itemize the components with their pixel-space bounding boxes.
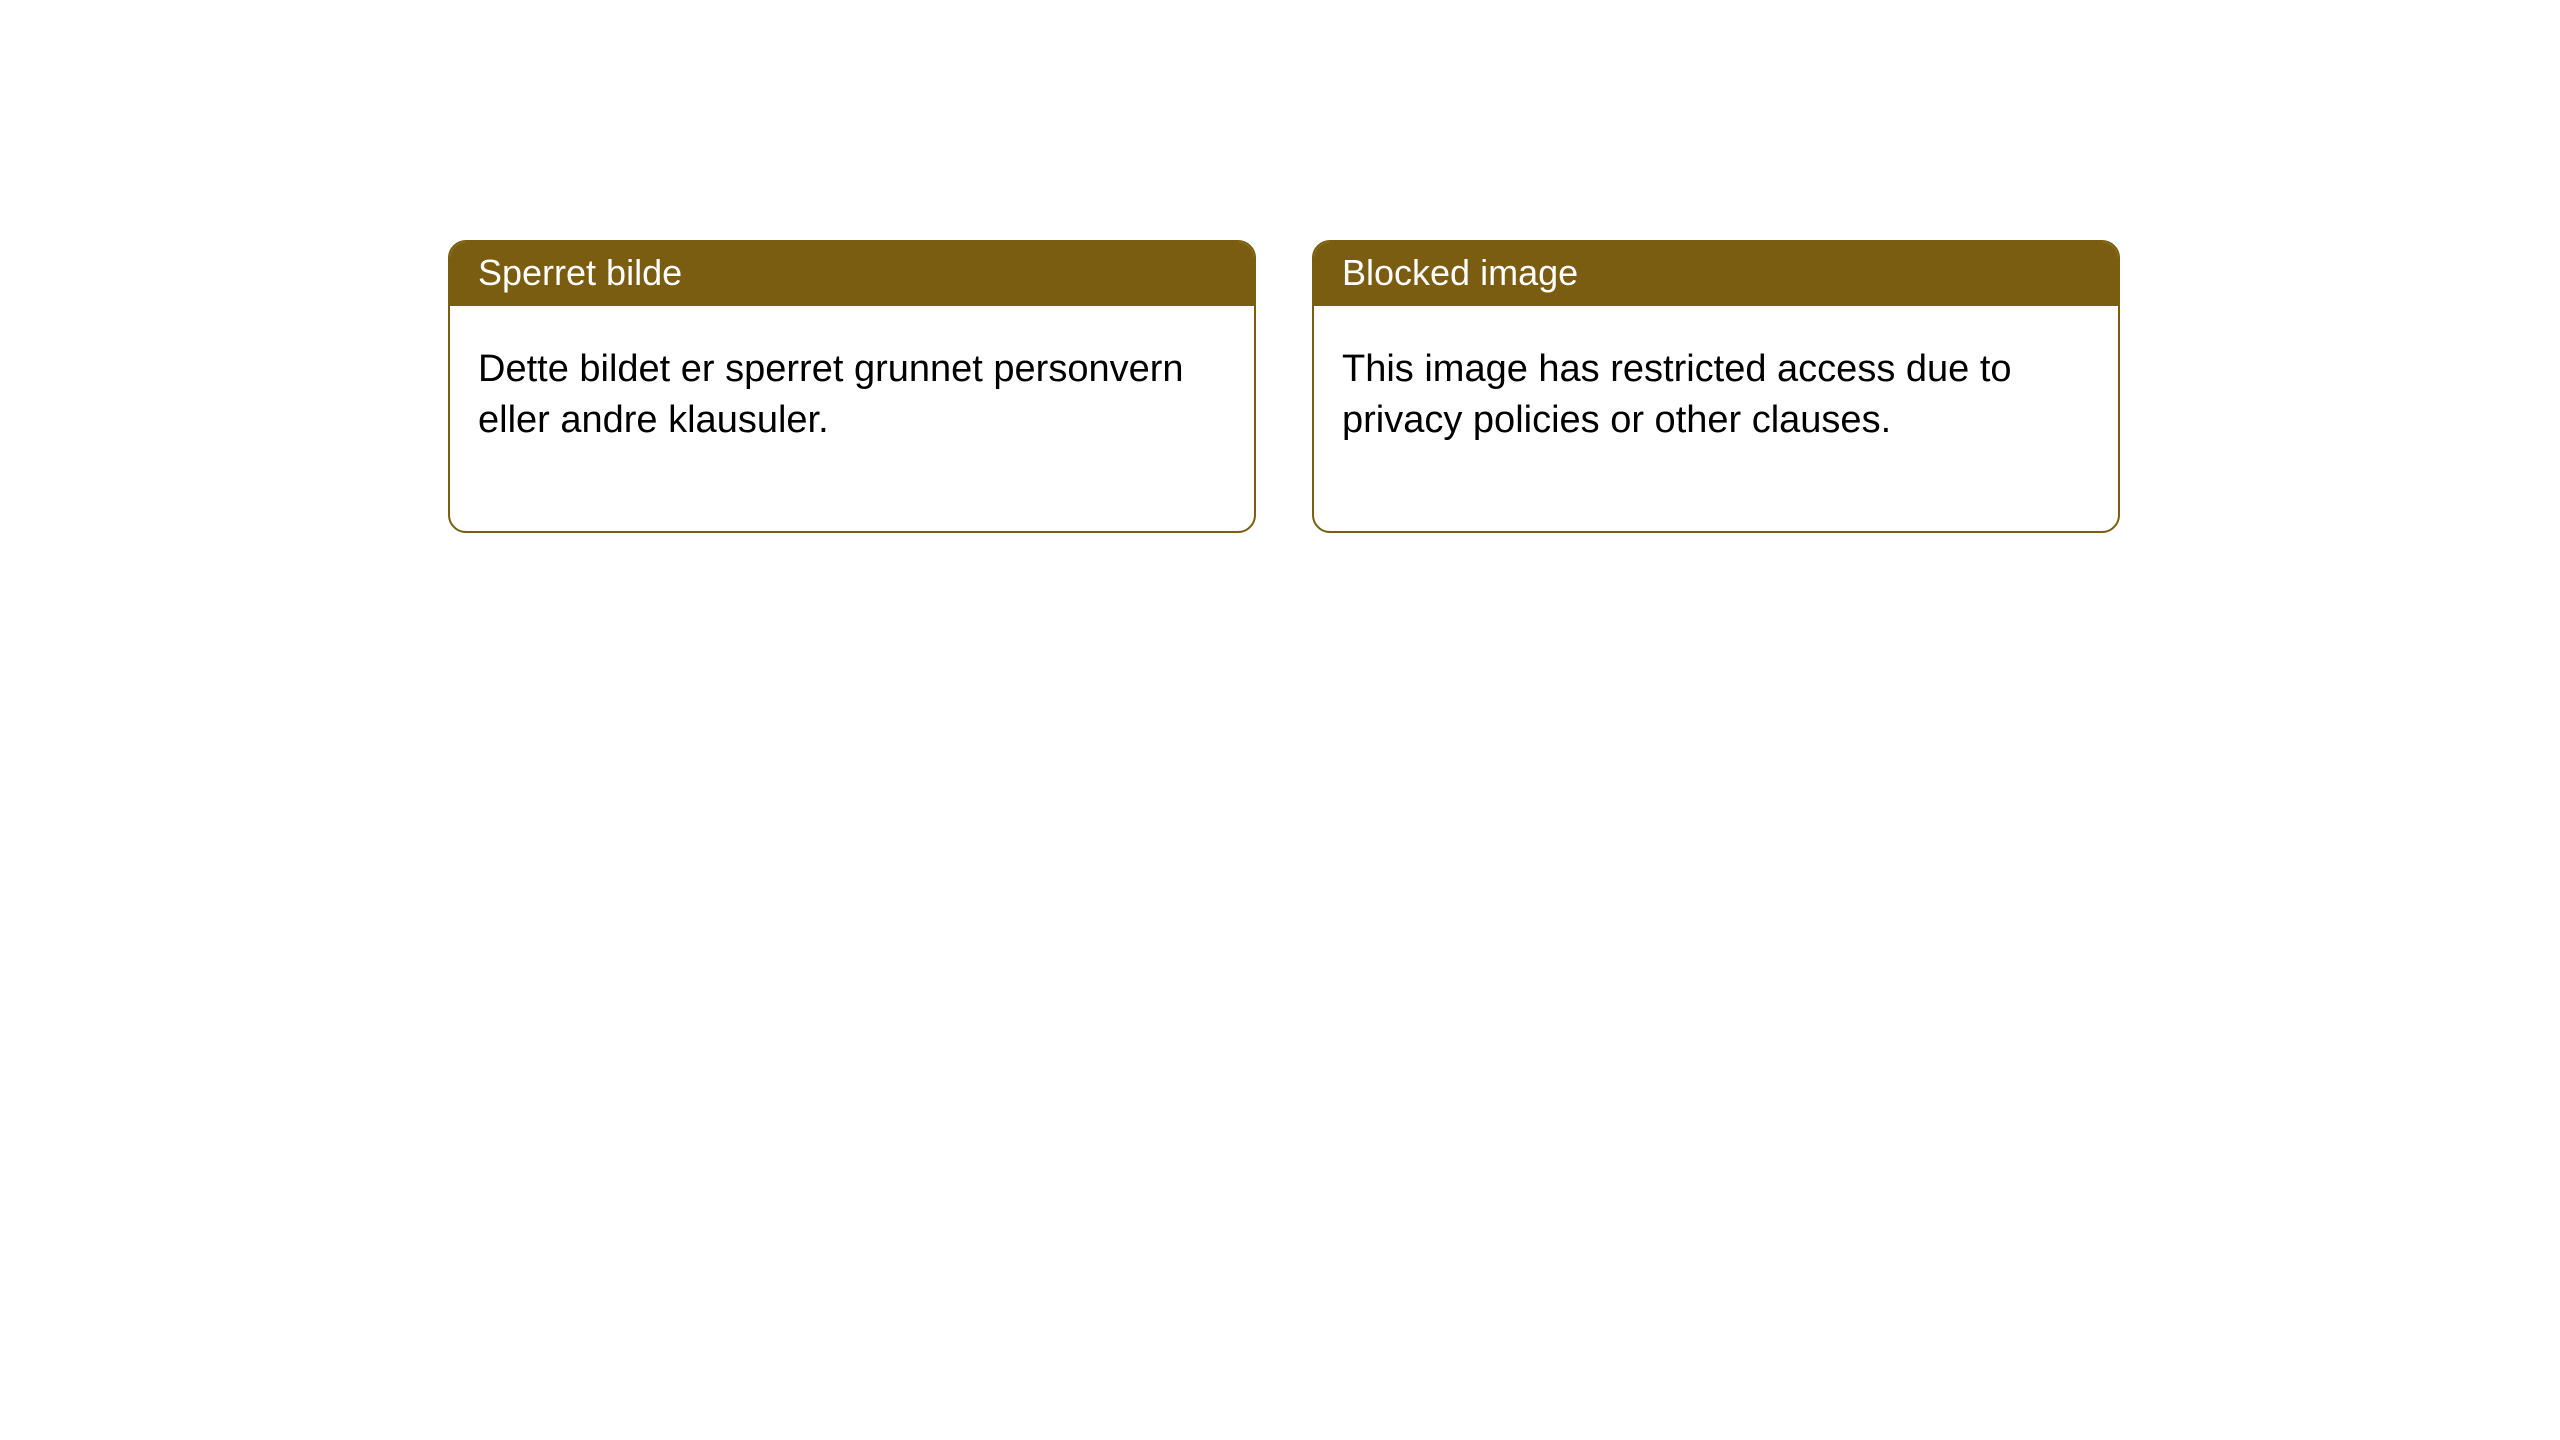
notice-box-english: Blocked image This image has restricted … xyxy=(1312,240,2120,533)
notice-container: Sperret bilde Dette bildet er sperret gr… xyxy=(0,0,2560,533)
notice-header: Blocked image xyxy=(1314,242,2118,306)
notice-body: Dette bildet er sperret grunnet personve… xyxy=(450,306,1254,531)
notice-box-norwegian: Sperret bilde Dette bildet er sperret gr… xyxy=(448,240,1256,533)
notice-body: This image has restricted access due to … xyxy=(1314,306,2118,531)
notice-header: Sperret bilde xyxy=(450,242,1254,306)
